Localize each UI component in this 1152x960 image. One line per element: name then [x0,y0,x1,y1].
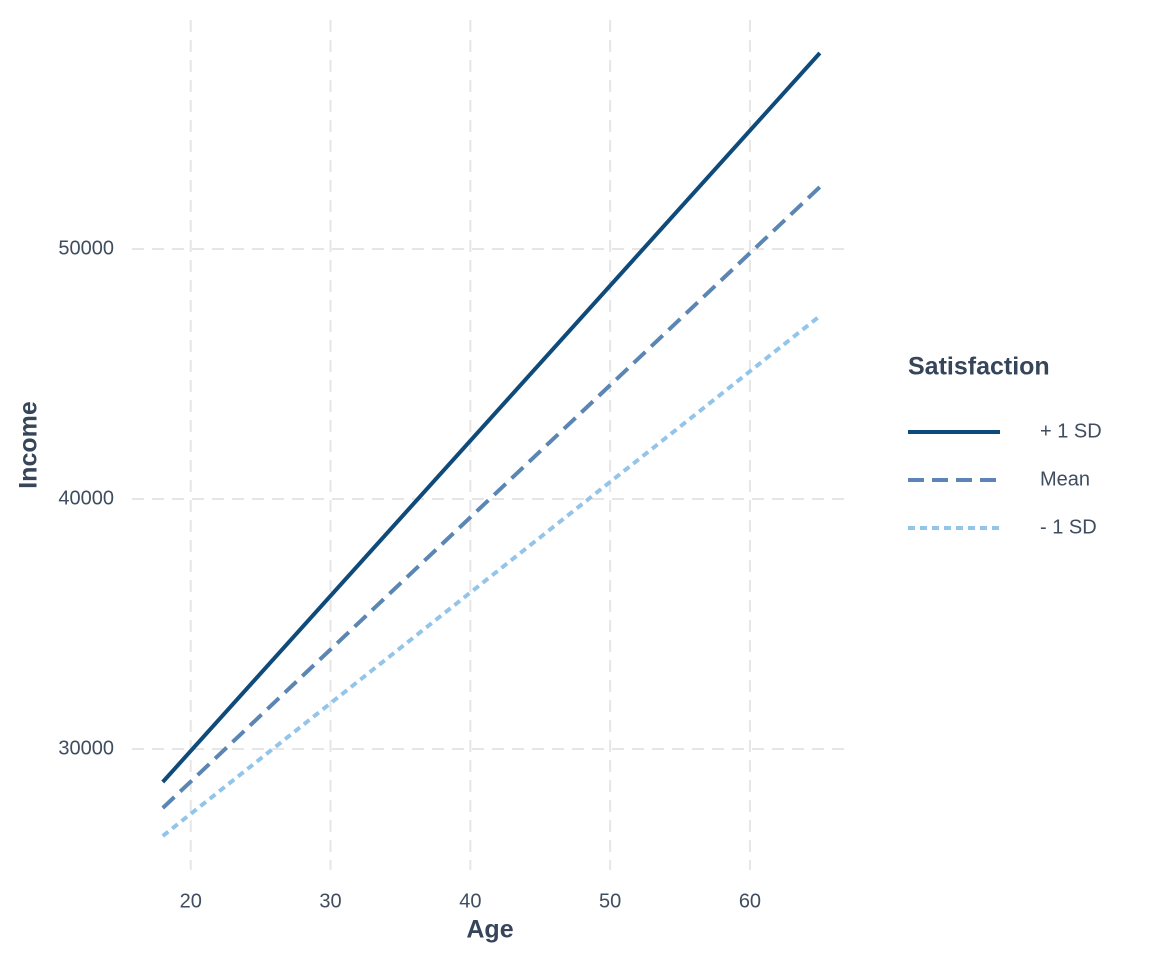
x-tick-label: 40 [459,890,481,912]
x-tick-label: 20 [180,890,202,912]
y-axis-title: Income [15,401,43,489]
legend-label: Mean [1040,468,1090,490]
legend-label: + 1 SD [1040,420,1102,442]
y-tick-label: 40000 [58,487,114,509]
x-tick-label: 50 [599,890,621,912]
y-tick-label: 30000 [58,737,114,759]
series-line [161,51,822,784]
x-axis-title: Age [466,916,513,944]
series-line [161,185,822,810]
y-tick-label: 50000 [58,237,114,259]
legend-title: Satisfaction [908,353,1050,381]
x-tick-label: 30 [319,890,341,912]
legend-label: - 1 SD [1040,516,1097,538]
series-line [161,314,822,838]
x-tick-label: 60 [739,890,761,912]
